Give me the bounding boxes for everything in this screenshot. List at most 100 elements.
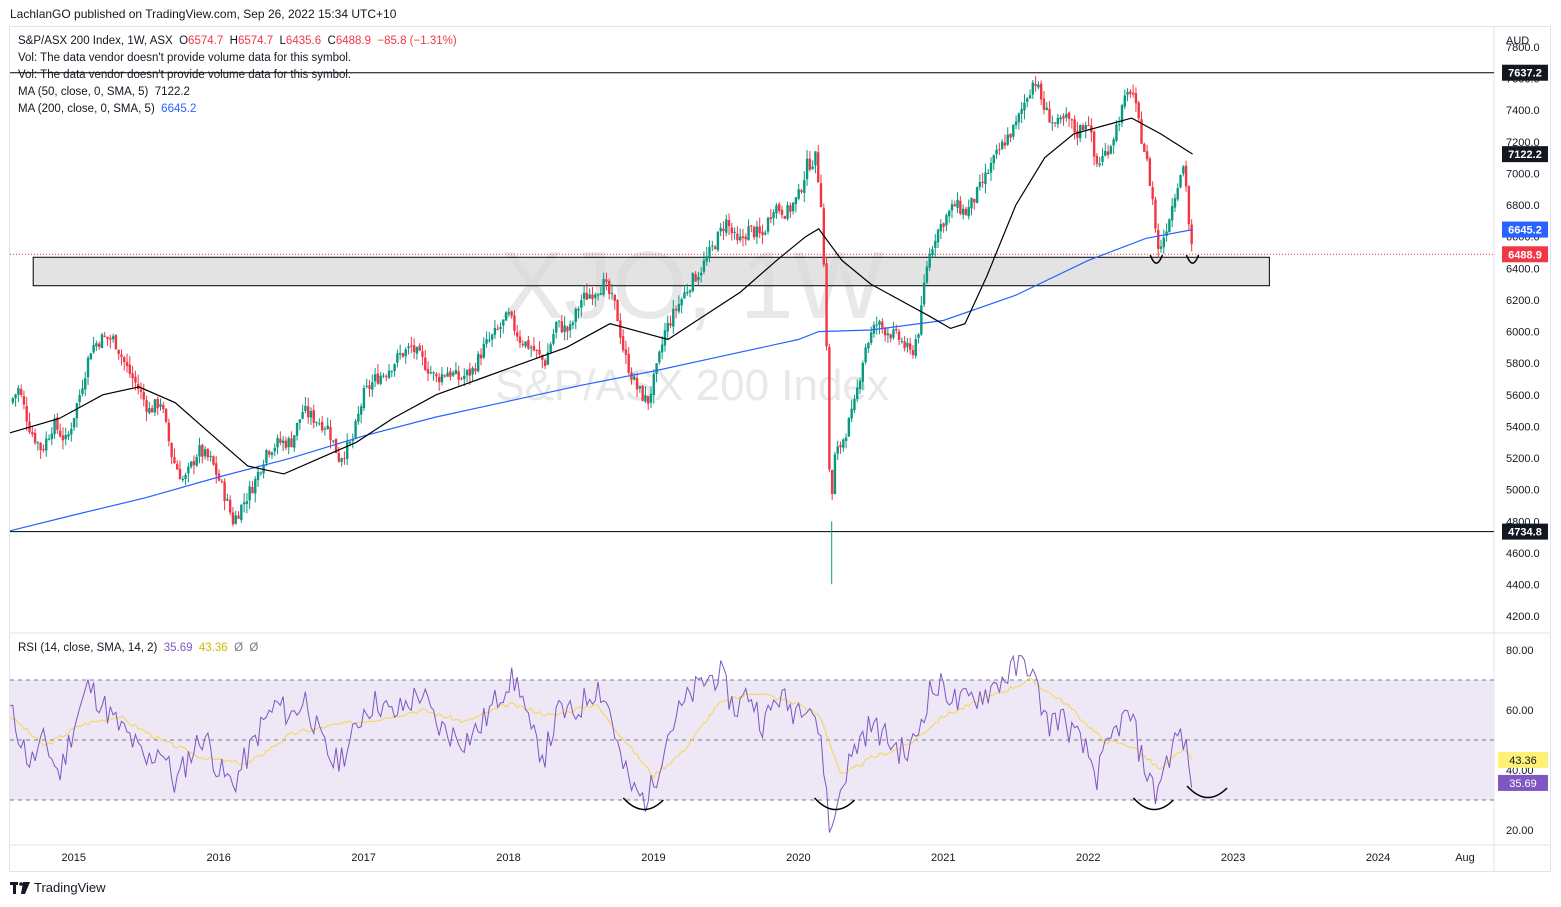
candle-body: [1129, 91, 1132, 94]
candle-body: [1028, 95, 1032, 99]
candle-body: [635, 378, 639, 390]
candle-body: [153, 399, 157, 413]
candle-body: [265, 450, 268, 463]
candle-body: [424, 357, 427, 371]
candle-body: [975, 187, 979, 203]
candle-body: [752, 226, 756, 238]
candle-body: [1012, 124, 1015, 137]
rsi-annotation-arc-2: [1132, 797, 1174, 811]
candle-body: [398, 353, 402, 355]
candle-body: [861, 362, 865, 382]
candle-body: [170, 442, 173, 458]
candle-body: [647, 396, 650, 404]
candle-body: [371, 382, 374, 390]
candle-body: [711, 245, 714, 247]
candle-body: [594, 294, 597, 298]
price-tick-label: 5000.0: [1506, 485, 1540, 497]
candle-body: [156, 398, 159, 409]
candle-body: [970, 197, 973, 209]
candle-body: [814, 151, 817, 166]
candle-body: [254, 479, 257, 494]
candle-body: [95, 343, 98, 347]
candle-body: [546, 352, 550, 365]
candle-body: [805, 158, 809, 180]
legend-rsi-value: 35.69: [163, 642, 193, 654]
candle-body: [917, 334, 920, 338]
candle-body: [1106, 151, 1110, 156]
candle-body: [783, 215, 786, 219]
candle-body: [775, 205, 778, 214]
candle-body: [72, 418, 76, 428]
candle-body: [744, 236, 747, 240]
candle-body: [660, 344, 664, 353]
candle-body: [1187, 186, 1191, 225]
currency-label: AUD: [1506, 35, 1529, 47]
publish-info: LachlanGO published on TradingView.com, …: [10, 7, 396, 21]
candle-body: [747, 226, 750, 241]
candle-body: [223, 481, 226, 501]
candle-body: [791, 202, 795, 212]
candle-body: [373, 374, 377, 382]
candle-body: [1081, 125, 1085, 131]
candle-body: [507, 312, 511, 314]
candle-body: [680, 298, 683, 306]
candles-group: [11, 76, 1193, 527]
candle-body: [1065, 114, 1068, 118]
candle-body: [103, 335, 106, 337]
candle-body: [911, 349, 915, 356]
candle-body: [184, 474, 187, 480]
candle-body: [568, 324, 572, 331]
candle-body: [334, 438, 338, 454]
candle-body: [1104, 150, 1107, 156]
candle-body: [674, 308, 678, 311]
legend-c-label: C: [327, 35, 336, 47]
candle-body: [259, 472, 263, 474]
candle-body: [1109, 146, 1113, 154]
candle-body: [892, 329, 895, 338]
price-label-text: 7122.2: [1508, 149, 1542, 161]
candle-body: [376, 373, 380, 384]
candle-body: [939, 224, 943, 232]
candle-body: [404, 349, 407, 357]
candle-body: [582, 292, 586, 299]
candle-body: [1042, 98, 1046, 110]
candle-body: [231, 512, 235, 525]
candle-body: [256, 471, 260, 481]
legend-vol-text-2: Vol: The data vendor doesn't provide vol…: [18, 69, 352, 81]
candle-body: [683, 292, 686, 299]
candle-body: [61, 435, 65, 441]
candle-body: [226, 498, 229, 501]
candle-body: [588, 294, 591, 299]
candle-body: [58, 430, 62, 437]
candle-body: [1170, 206, 1174, 221]
candle-body: [1098, 163, 1101, 166]
candle-body: [323, 428, 327, 430]
footer: TradingView: [10, 880, 106, 895]
candle-body: [936, 229, 940, 243]
candle-body: [953, 204, 956, 207]
legend-close: 6488.9: [335, 35, 371, 47]
candle-body: [465, 370, 469, 376]
candle-body: [418, 345, 421, 351]
candle-body: [607, 280, 611, 294]
candle-body: [524, 341, 527, 347]
time-tick-label: 2021: [931, 852, 955, 864]
candle-body: [248, 486, 251, 501]
candle-body: [36, 442, 40, 444]
candle-body: [830, 470, 834, 494]
candle-body: [981, 181, 984, 183]
candle-body: [53, 418, 56, 435]
candle-body: [989, 162, 993, 173]
price-label-text: 4734.8: [1508, 527, 1542, 539]
candle-body: [273, 447, 276, 452]
candle-body: [945, 215, 948, 226]
candle-body: [858, 380, 862, 390]
candle-body: [307, 406, 310, 418]
candle-body: [881, 321, 884, 328]
candle-body: [237, 515, 240, 519]
candle-body: [808, 158, 812, 170]
candle-body: [78, 394, 81, 403]
tradingview-logo-icon: [10, 881, 30, 894]
candle-body: [769, 217, 773, 220]
